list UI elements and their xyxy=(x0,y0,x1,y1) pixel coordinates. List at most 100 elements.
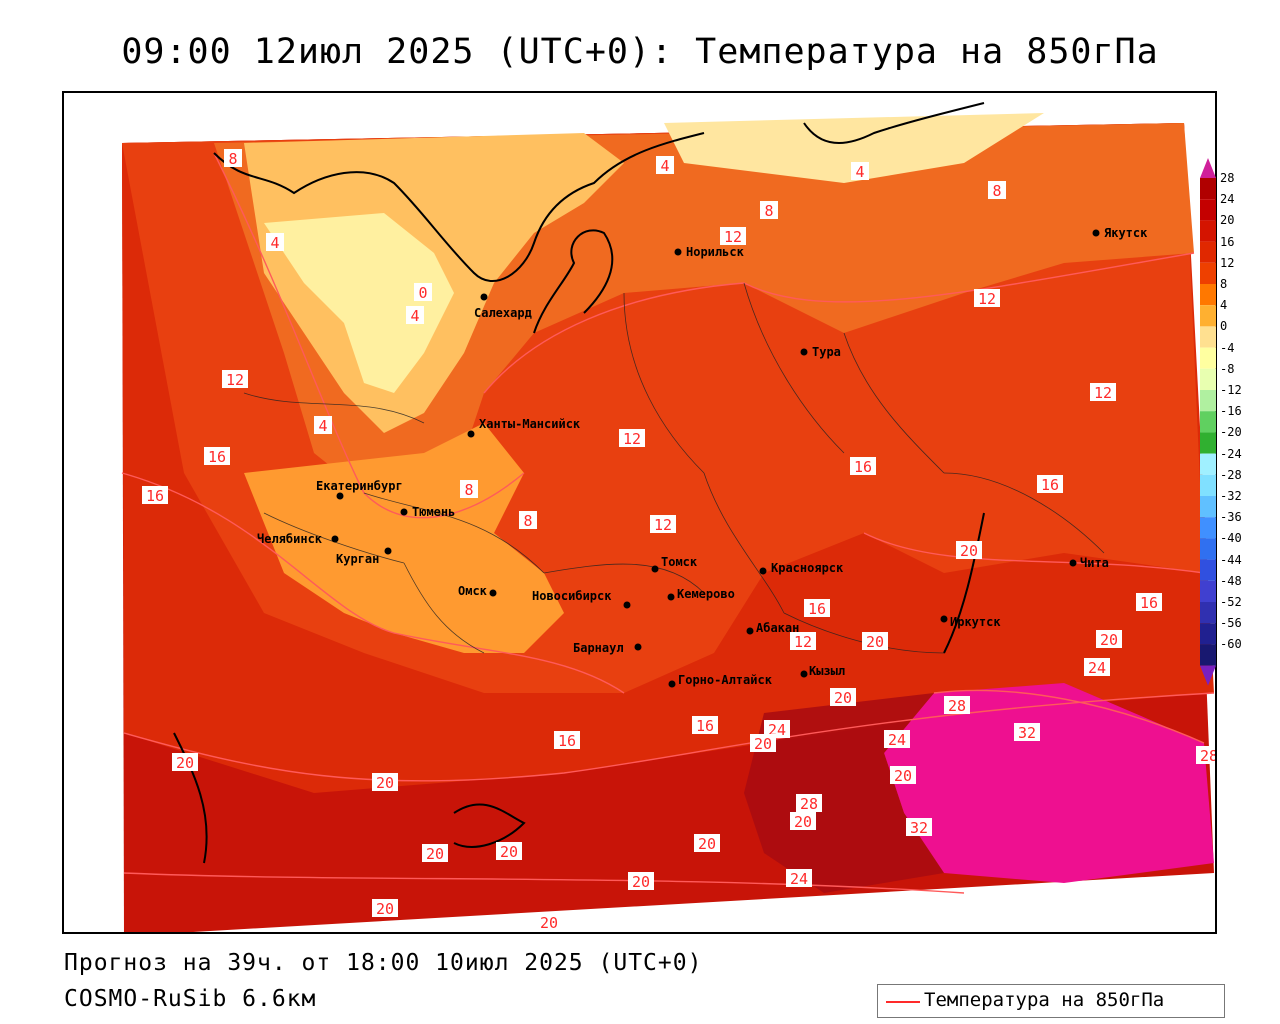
city-dot xyxy=(668,680,676,688)
contour-label: 4 xyxy=(406,306,424,325)
colorbar-swatch xyxy=(1200,538,1216,560)
colorbar-tick-label: -32 xyxy=(1220,489,1242,503)
svg-text:4: 4 xyxy=(410,307,419,325)
city-dot xyxy=(400,508,408,516)
contour-label: 8 xyxy=(460,480,478,499)
colorbar-tick-label: -16 xyxy=(1220,404,1242,419)
contour-label: 8 xyxy=(988,181,1006,200)
legend-label: Температура на 850гПа xyxy=(924,989,1165,1011)
contour-label: 4 xyxy=(656,156,674,175)
city-label: Абакан xyxy=(756,621,799,635)
svg-text:8: 8 xyxy=(523,512,532,530)
contour-label: 16 xyxy=(1136,593,1162,612)
svg-text:20: 20 xyxy=(540,914,558,932)
colorbar-swatch xyxy=(1200,644,1216,666)
colorbar-swatch xyxy=(1200,368,1216,390)
colorbar-tick-label: 16 xyxy=(1220,234,1235,249)
colorbar-swatch xyxy=(1200,474,1216,496)
svg-text:4: 4 xyxy=(270,234,279,252)
svg-text:28: 28 xyxy=(1200,747,1217,765)
city-label: Тура xyxy=(812,345,841,359)
contour-label: 12 xyxy=(222,370,248,389)
contour-label: 20 xyxy=(372,899,398,918)
city-label: Екатеринбург xyxy=(316,479,403,493)
city-label: Барнаул xyxy=(573,641,624,655)
contour-label: 16 xyxy=(554,731,580,750)
contour-label: 20 xyxy=(536,913,562,932)
svg-text:12: 12 xyxy=(794,633,812,651)
colorbar-tick-label: -4 xyxy=(1220,340,1235,355)
svg-text:20: 20 xyxy=(632,873,650,891)
colorbar-top-arrow xyxy=(1200,158,1216,178)
svg-text:12: 12 xyxy=(623,430,641,448)
colorbar-tick-label: -8 xyxy=(1220,361,1235,376)
city-dot xyxy=(746,627,754,635)
colorbar-swatch xyxy=(1200,432,1216,454)
contour-label: 24 xyxy=(1084,658,1110,677)
svg-text:20: 20 xyxy=(376,774,394,792)
contour-label: 16 xyxy=(142,486,168,505)
map-legend: Температура на 850гПа xyxy=(877,984,1225,1018)
colorbar-tick-label: 24 xyxy=(1220,192,1235,207)
contour-label: 20 xyxy=(956,541,982,560)
colorbar-bottom-arrow xyxy=(1200,665,1216,686)
colorbar-tick-label: -24 xyxy=(1220,446,1242,461)
svg-text:16: 16 xyxy=(696,717,714,735)
svg-text:4: 4 xyxy=(318,417,327,435)
contour-label: 8 xyxy=(224,149,242,168)
city-dot xyxy=(480,293,488,301)
colorbar-swatch xyxy=(1200,241,1216,263)
contour-label: 12 xyxy=(650,515,676,534)
contour-label: 20 xyxy=(694,834,720,853)
city-dot xyxy=(940,615,948,623)
contour-label: 16 xyxy=(692,716,718,735)
colorbar-tick-label: 0 xyxy=(1220,319,1228,334)
contour-label: 20 xyxy=(422,844,448,863)
contour-label: 20 xyxy=(830,688,856,707)
contour-label: 4 xyxy=(314,416,332,435)
contour-label: 12 xyxy=(974,289,1000,308)
city-dot xyxy=(1069,559,1077,567)
colorbar-swatch xyxy=(1200,517,1216,539)
city-label: Новосибирск xyxy=(532,589,612,603)
field-32plus xyxy=(884,683,1214,883)
contour-label: 28 xyxy=(1196,746,1217,765)
contour-label: 16 xyxy=(804,599,830,618)
city-dot xyxy=(667,593,675,601)
city-label: Тюмень xyxy=(412,505,455,519)
svg-text:20: 20 xyxy=(500,843,518,861)
city-label: Горно-Алтайск xyxy=(678,673,773,687)
contour-label: 20 xyxy=(628,872,654,891)
city-dot xyxy=(651,565,659,573)
svg-text:24: 24 xyxy=(790,870,808,888)
contour-label: 20 xyxy=(890,766,916,785)
map-canvas: Норильск Якутск Салехард Тура Ханты-Манс… xyxy=(121,102,1217,932)
svg-text:12: 12 xyxy=(724,228,742,246)
legend-line-swatch xyxy=(886,1001,920,1003)
map-title: 09:00 12июл 2025 (UTC+0): Температура на… xyxy=(121,32,1159,72)
colorbar-tick-label: -40 xyxy=(1220,531,1242,546)
colorbar-swatch xyxy=(1200,305,1216,327)
svg-text:12: 12 xyxy=(978,290,996,308)
contour-label: 20 xyxy=(790,812,816,831)
colorbar-swatch xyxy=(1200,220,1216,242)
contour-label: 4 xyxy=(851,162,869,181)
svg-text:16: 16 xyxy=(1140,594,1158,612)
contour-label: 12 xyxy=(790,632,816,651)
city-label: Салехард xyxy=(474,306,532,320)
colorbar-tick-label: 28 xyxy=(1220,171,1235,185)
colorbar-tick-label: -12 xyxy=(1220,383,1242,397)
temperature-map[interactable]: Норильск Якутск Салехард Тура Ханты-Манс… xyxy=(62,91,1217,934)
city-dot xyxy=(800,348,808,356)
svg-text:8: 8 xyxy=(764,202,773,220)
city-dot xyxy=(674,248,682,256)
contour-labels: 8 4 8 4 8 12 4 0 4 12 12 16 12 4 8 16 8 … xyxy=(142,149,1217,932)
model-name: COSMO-RuSib 6.6км xyxy=(64,986,317,1012)
colorbar-swatch xyxy=(1200,559,1216,581)
svg-text:20: 20 xyxy=(866,633,884,651)
svg-text:20: 20 xyxy=(834,689,852,707)
colorbar-swatch xyxy=(1200,347,1216,369)
svg-text:20: 20 xyxy=(426,845,444,863)
svg-text:24: 24 xyxy=(1088,659,1106,677)
colorbar-swatch xyxy=(1200,453,1216,475)
